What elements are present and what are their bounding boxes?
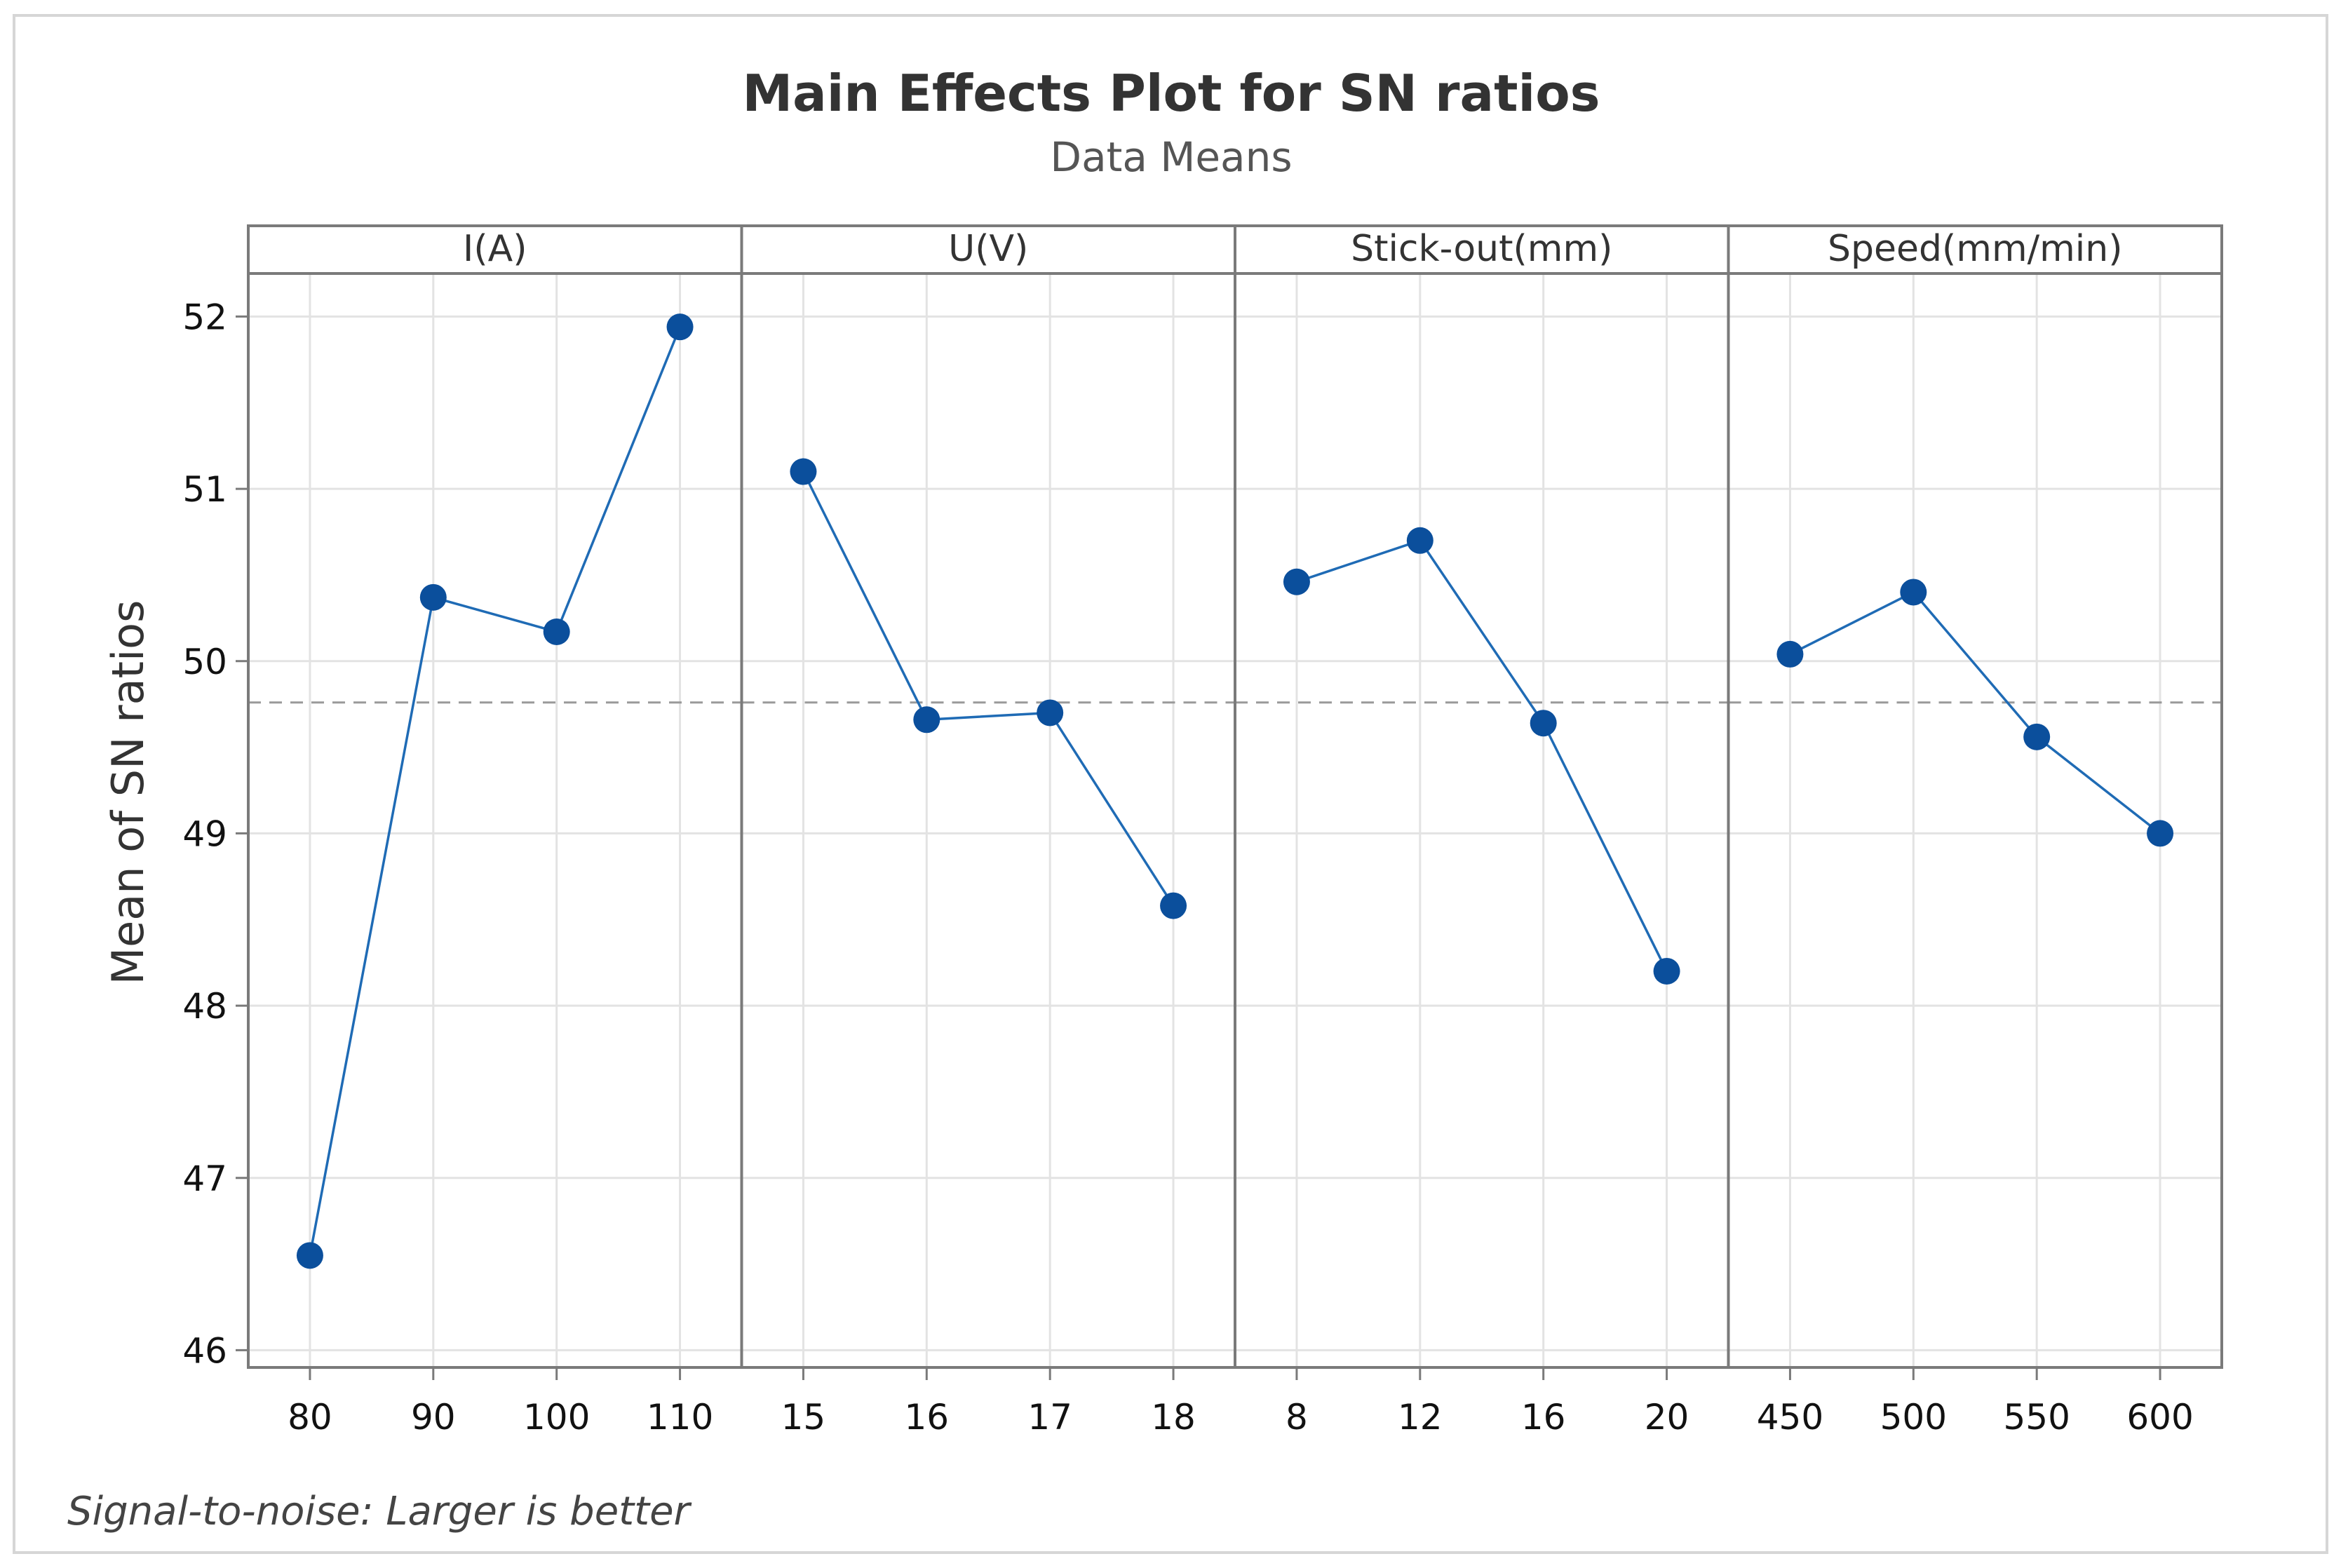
data-point [1530,710,1557,737]
chart-title: Main Effects Plot for SN ratios [742,64,1600,123]
y-tick-label: 49 [182,813,227,854]
data-point [1653,957,1680,985]
data-point [1900,579,1927,606]
x-tick-label: 16 [1521,1397,1566,1438]
x-tick-label: 16 [905,1397,950,1438]
panel-labels: I(A) U(V) Stick-out(mm) Speed(mm/min) [463,228,2122,270]
data-point [1406,527,1433,554]
data-point [913,706,940,734]
x-tick-label: 90 [411,1397,456,1438]
data-point [543,618,570,645]
x-tick-label: 110 [647,1397,713,1438]
y-tick-label: 48 [182,986,227,1027]
data-point [1283,568,1310,595]
y-ticks: 46 47 48 49 50 51 52 [182,297,248,1371]
y-tick-label: 52 [182,297,227,337]
data-point [1160,892,1187,919]
data-points [296,313,2174,1269]
x-tick-label: 15 [781,1397,826,1438]
data-point [1776,640,1804,668]
data-point [2147,820,2174,847]
data-point [296,1242,323,1269]
figure-border [13,14,2328,1554]
series-line [1789,590,2161,834]
x-tick-label: 550 [2003,1397,2070,1438]
data-point [2023,723,2051,750]
panel-label: I(A) [463,228,527,270]
data-point [419,583,447,611]
x-tick-label: 600 [2126,1397,2193,1438]
y-tick-label: 50 [182,642,227,682]
x-tick-label: 20 [1645,1397,1689,1438]
series-line [309,326,682,1256]
chart-subtitle: Data Means [1050,133,1292,181]
x-tick-label: 18 [1151,1397,1196,1438]
x-tick-label: 12 [1398,1397,1443,1438]
panel-label: Stick-out(mm) [1351,228,1612,270]
data-point [666,313,694,341]
x-tick-label: 80 [288,1397,332,1438]
panel-label: Speed(mm/min) [1828,228,2122,270]
y-tick-label: 46 [182,1330,227,1371]
x-tick-label: 450 [1757,1397,1823,1438]
y-tick-label: 47 [182,1158,227,1199]
y-axis-label: Mean of SN ratios [102,600,154,985]
series-lines [309,326,2161,1256]
x-tick-label: 500 [1880,1397,1947,1438]
footnote: Signal-to-noise: Larger is better [67,1489,692,1534]
series-line [802,471,1175,907]
plot-frame [247,224,2223,1369]
series-line [1296,539,1668,972]
data-point [1037,699,1064,726]
x-tick-label: 100 [523,1397,590,1438]
y-tick-label: 51 [182,469,227,510]
data-point [790,458,817,485]
panel-label: U(V) [948,228,1028,270]
grid-lines [248,273,2222,1367]
x-ticks: 80 90 100 110 15 16 17 18 8 12 16 20 450 500 550 600 [288,1367,2194,1438]
x-tick-label: 8 [1286,1397,1308,1438]
x-tick-label: 17 [1027,1397,1072,1438]
